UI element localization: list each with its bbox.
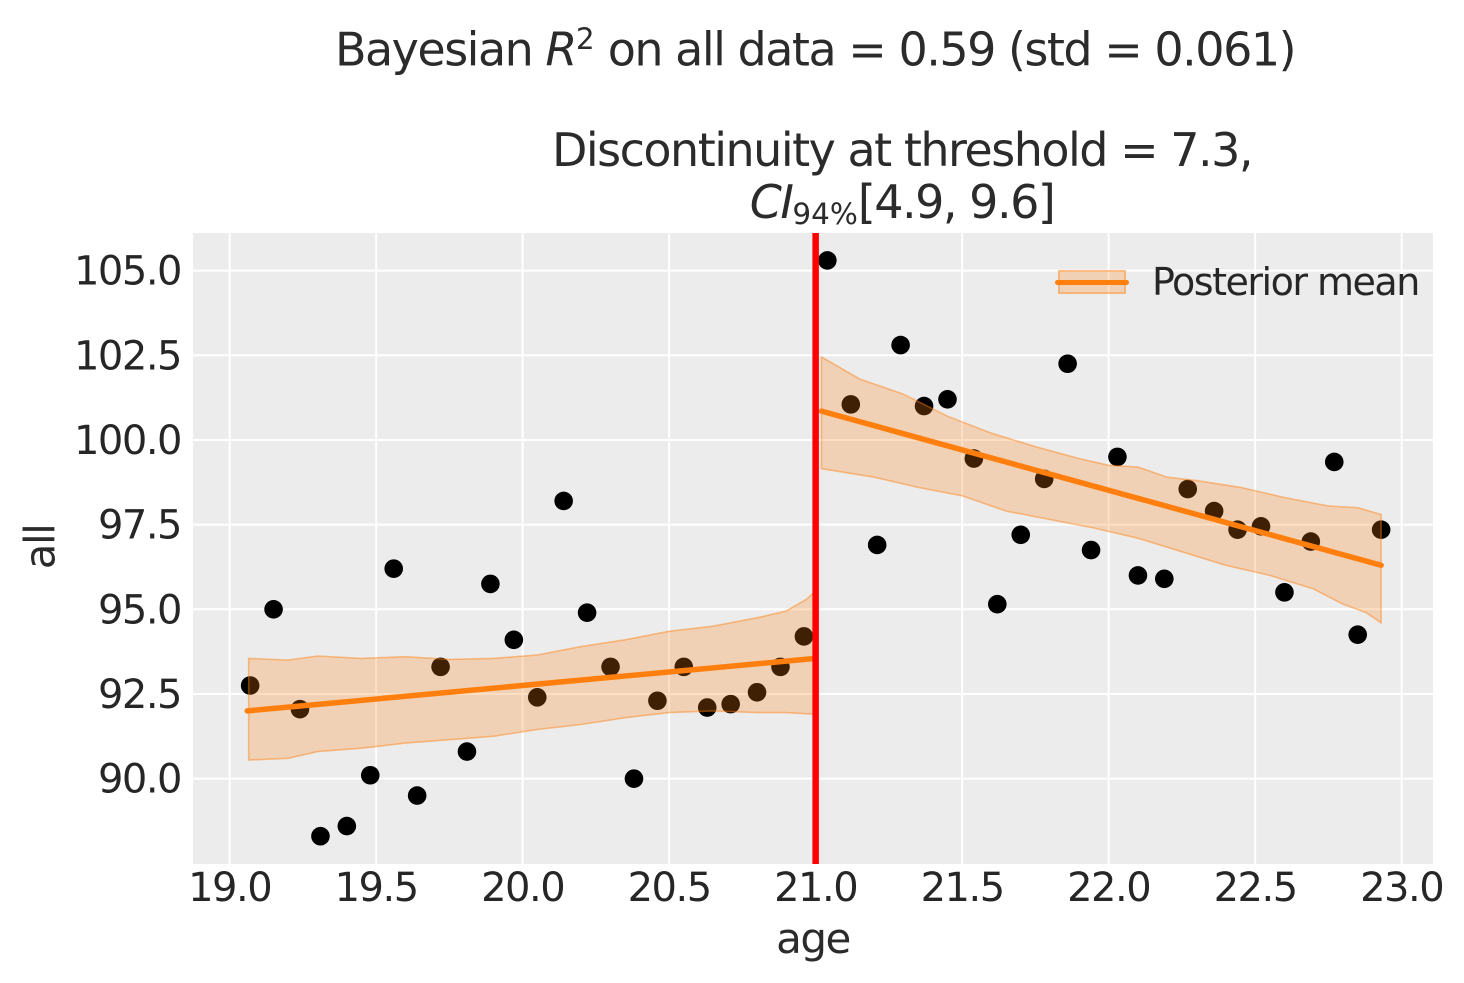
scatter-point-pre: [527, 688, 547, 707]
x-tick-label: 21.5: [921, 865, 1004, 911]
scatter-point-pre: [721, 694, 740, 714]
posterior-mean-line-post: [818, 408, 1384, 569]
scatter-point-pre: [384, 559, 404, 578]
ci-var: CI: [749, 175, 794, 229]
chart-title-superscript: 2: [575, 22, 595, 56]
scatter-point-pre: [697, 698, 717, 717]
scatter-point-pre: [747, 682, 767, 702]
scatter-point-post: [1108, 447, 1127, 467]
legend-label: Posterior mean: [1152, 260, 1420, 304]
y-tick-label: 100.0: [74, 418, 181, 464]
y-tick-label: 90.0: [98, 757, 181, 803]
x-tick-label: 22.5: [1214, 865, 1297, 911]
y-tick-label: 95.0: [98, 587, 181, 633]
scatter-point-pre: [624, 769, 644, 788]
scatter-point-post: [1275, 583, 1294, 602]
y-tick-label: 102.5: [74, 333, 181, 379]
scatter-point-post: [1081, 540, 1101, 560]
scatter-point-post: [1178, 479, 1198, 499]
scatter-point-post: [914, 396, 934, 416]
scatter-point-post: [891, 335, 910, 355]
scatter-point-pre: [240, 676, 260, 695]
scatter-point-pre: [457, 742, 477, 761]
axes-title: Discontinuity at threshold = 7.3, CI94%[…: [551, 123, 1254, 240]
scatter-point-pre: [554, 491, 573, 511]
legend: Posterior mean: [1055, 260, 1420, 304]
scatter-point-post: [1011, 525, 1031, 545]
scatter-point-pre: [601, 657, 620, 677]
scatter-point-pre: [360, 765, 380, 785]
x-tick-label: 21.0: [774, 865, 857, 911]
scatter-point-pre: [481, 574, 500, 594]
scatter-point-pre: [504, 630, 524, 650]
x-tick-label: 22.0: [1067, 865, 1150, 911]
x-tick-label: 19.5: [335, 865, 418, 911]
y-tick-label: 97.5: [98, 503, 181, 549]
scatter-point-pre: [431, 657, 450, 677]
scatter-point-post: [988, 594, 1007, 614]
scatter-point-pre: [311, 826, 330, 846]
scatter-point-post: [1128, 566, 1148, 585]
legend-line-swatch: [1055, 279, 1129, 285]
scatter-point-post: [1371, 520, 1391, 540]
legend-band-swatch: [1055, 270, 1129, 294]
x-tick-label: 19.0: [188, 865, 271, 911]
chart-title-math-var: R: [545, 22, 577, 77]
scatter-point-pre: [794, 627, 814, 646]
scatter-point-post: [1155, 569, 1174, 589]
y-tick-label: 105.0: [74, 249, 181, 295]
chart-title-pre: Bayesian: [334, 22, 546, 77]
ci-interval: [4.9, 9.6]: [857, 175, 1056, 229]
scatter-point-post: [938, 390, 957, 409]
y-tick-label: 92.5: [98, 672, 181, 718]
scatter-point-post: [1324, 452, 1344, 472]
ci-subscript: 94%: [792, 197, 858, 231]
scatter-point-pre: [264, 599, 283, 619]
scatter-point-post: [841, 395, 861, 414]
chart-title-post: on all data = 0.59 (std = 0.061): [594, 22, 1297, 77]
x-tick-label: 23.0: [1360, 865, 1443, 911]
scatter-point-post: [1348, 625, 1367, 644]
scatter-point-pre: [337, 816, 357, 836]
scatter-point-pre: [407, 786, 427, 805]
chart-title: Bayesian R2 on all data = 0.59 (std = 0.…: [334, 22, 1297, 77]
scatter-point-post: [818, 251, 837, 270]
x-tick-label: 20.5: [628, 865, 711, 911]
scatter-point-post: [1058, 354, 1077, 374]
posterior-mean-line-pre: [244, 655, 819, 714]
scatter-point-pre: [648, 691, 667, 711]
y-axis-label: all: [15, 524, 65, 570]
axes-title-line2: CI94%[4.9, 9.6]: [552, 176, 1252, 240]
scatter-point-pre: [577, 603, 597, 622]
x-axis-label: age: [776, 914, 851, 963]
x-tick-label: 20.0: [481, 865, 564, 911]
axes-title-line1: Discontinuity at threshold = 7.3,: [551, 123, 1254, 177]
scatter-point-post: [867, 535, 887, 555]
